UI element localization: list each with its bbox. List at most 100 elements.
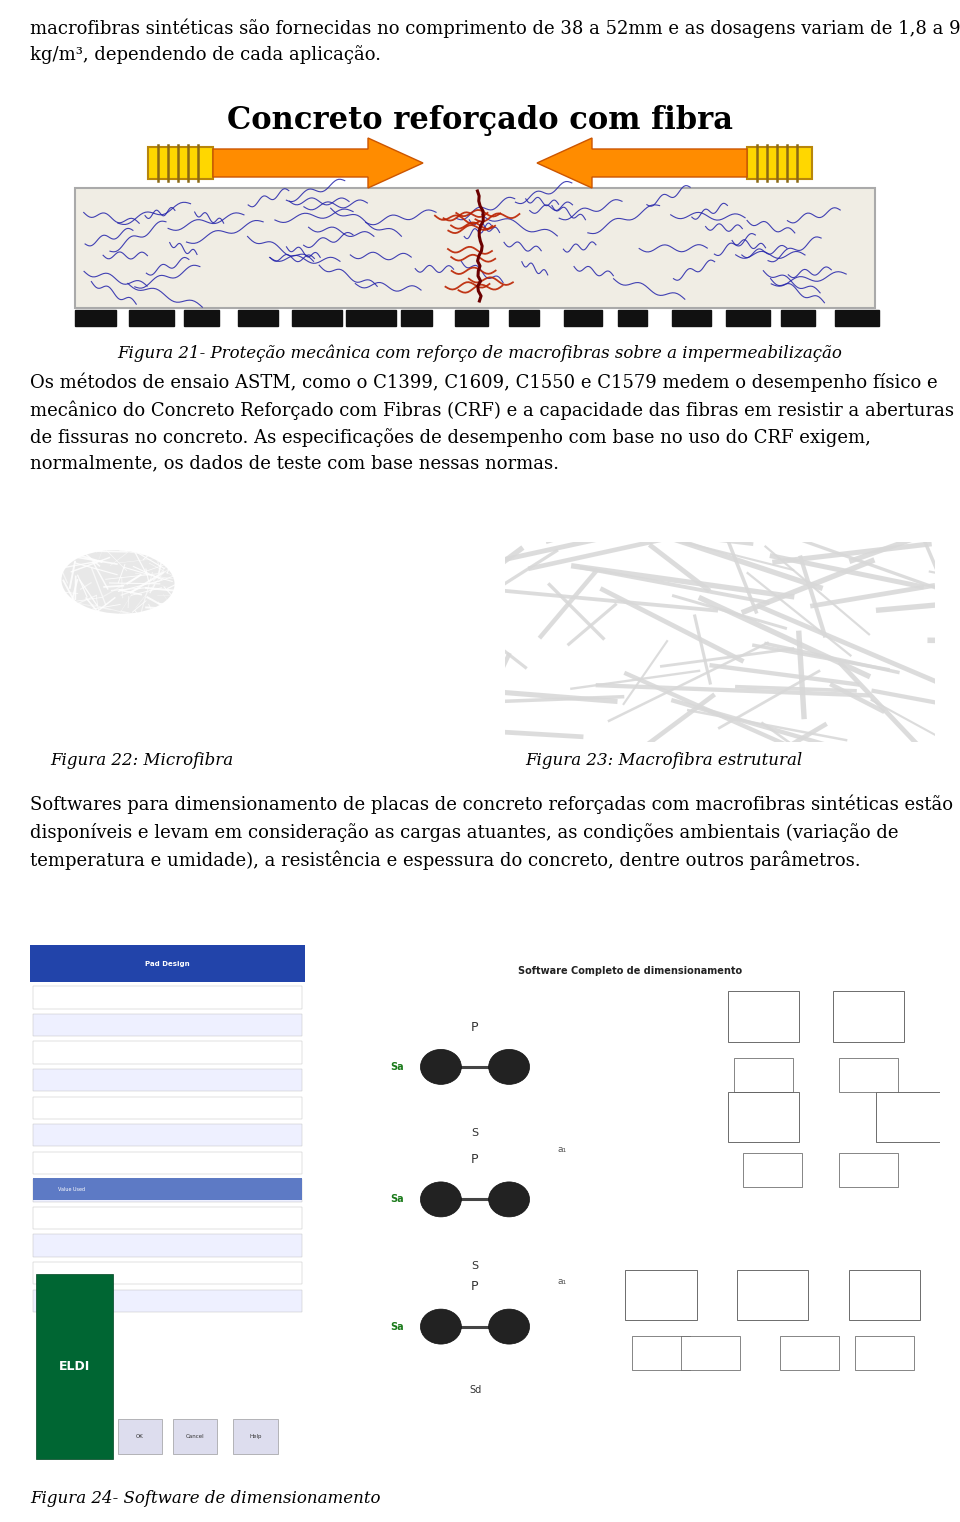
Text: P/2: P/2 [767,1166,779,1175]
Text: 5: 5 [658,1285,664,1294]
Text: a₁: a₁ [557,1277,566,1286]
Bar [728,991,799,1041]
Text: P/2: P/2 [863,1070,875,1079]
Bar [238,310,278,326]
Bar [33,1289,302,1312]
Bar [780,310,815,326]
Text: 1: 1 [760,1006,766,1015]
Bar [733,1058,793,1093]
Text: ELDI: ELDI [59,1359,89,1373]
Circle shape [420,1183,462,1218]
Bar [33,1207,302,1230]
Bar [33,986,302,1009]
Text: borda: borda [901,1129,924,1137]
Text: Concreto reforçado com fibra: Concreto reforçado com fibra [227,105,733,135]
Text: a₁: a₁ [557,1145,566,1154]
Bar [747,148,812,180]
Text: Figura 22: Microfibra: Figura 22: Microfibra [50,752,233,769]
Text: perpendicular: perpendicular [746,1306,800,1315]
Text: Figura 21- Proteção mecânica com reforço de macrofibras sobre a impermeabilizaçã: Figura 21- Proteção mecânica com reforço… [117,345,843,362]
Bar [854,1336,914,1370]
Bar [455,310,488,326]
Text: P/2: P/2 [878,1348,890,1358]
Text: centro: centro [751,1129,776,1137]
Bar [33,1152,302,1173]
Text: 4: 4 [760,1106,766,1116]
Text: OK: OK [136,1434,144,1440]
Text: Figura 24- Software de dimensionamento: Figura 24- Software de dimensionamento [30,1490,380,1507]
Bar [173,1420,217,1454]
Circle shape [420,1309,462,1344]
Bar [682,1336,740,1370]
Circle shape [489,1183,530,1218]
FancyArrow shape [537,139,747,189]
Text: P/2: P/2 [705,1348,716,1358]
Bar [183,310,219,326]
Text: Cancel: Cancel [185,1434,204,1440]
Bar [618,310,647,326]
Bar [292,310,342,326]
Text: Value Used: Value Used [58,1187,84,1192]
Bar [130,310,175,326]
Text: Sd: Sd [468,1385,481,1396]
Text: Sa: Sa [391,1321,404,1332]
Text: Pad Design: Pad Design [145,960,190,966]
Bar [625,1269,697,1320]
Bar [347,310,396,326]
Text: P/2: P/2 [804,1348,816,1358]
Bar [672,310,711,326]
Text: Sa: Sa [391,1062,404,1071]
Bar [33,1178,302,1201]
Bar [564,310,602,326]
Text: 2: 2 [866,1006,872,1015]
Text: 3: 3 [909,1106,915,1116]
Circle shape [489,1309,530,1344]
Text: Software Completo de dimensionamento: Software Completo de dimensionamento [518,966,742,976]
Text: P: P [471,1280,479,1294]
Text: canto: canto [858,1027,879,1036]
Bar [33,1068,302,1091]
Text: P/2: P/2 [655,1348,667,1358]
Text: P: P [471,1154,479,1166]
Text: canto: canto [874,1306,895,1315]
Text: centro: centro [751,1027,776,1036]
Text: Softwares para dimensionamento de placas de concreto reforçadas com macrofibras : Softwares para dimensionamento de placas… [30,794,953,869]
Text: S: S [471,1128,479,1138]
Circle shape [420,1049,462,1084]
Bar [33,1125,302,1146]
Bar [75,310,116,326]
Bar [33,1096,302,1119]
Ellipse shape [61,551,175,613]
Text: Sa: Sa [391,1195,404,1204]
Bar [33,1262,302,1285]
Bar [118,1420,162,1454]
Text: 7: 7 [881,1285,887,1294]
Bar [835,310,879,326]
Bar [728,1093,799,1143]
Bar [780,1336,839,1370]
Bar [33,1180,302,1201]
Text: paralelo: paralelo [645,1306,677,1315]
Text: Os métodos de ensaio ASTM, como o C1399, C1609, C1550 e C1579 medem o desempenho: Os métodos de ensaio ASTM, como o C1399,… [30,371,954,472]
Text: 6: 6 [770,1285,776,1294]
Bar [727,310,770,326]
Text: P/2: P/2 [757,1070,769,1079]
Bar [400,310,432,326]
Bar [510,310,539,326]
Text: Help: Help [250,1434,262,1440]
Text: Figura 23: Macrofibra estrutural: Figura 23: Macrofibra estrutural [525,752,803,769]
Bar [743,1154,802,1187]
FancyArrow shape [213,139,423,189]
Circle shape [489,1049,530,1084]
Text: macrofibras sintéticas são fornecidas no comprimento de 38 a 52mm e as dosagens : macrofibras sintéticas são fornecidas no… [30,18,960,64]
Text: P/2: P/2 [863,1166,875,1175]
Bar [75,189,875,307]
Bar [36,1274,112,1460]
Bar [148,148,213,180]
Bar [839,1058,899,1093]
Bar [233,1420,277,1454]
Bar [33,1041,302,1064]
Text: S: S [471,1260,479,1271]
Bar [876,1093,948,1143]
Bar [849,1269,920,1320]
